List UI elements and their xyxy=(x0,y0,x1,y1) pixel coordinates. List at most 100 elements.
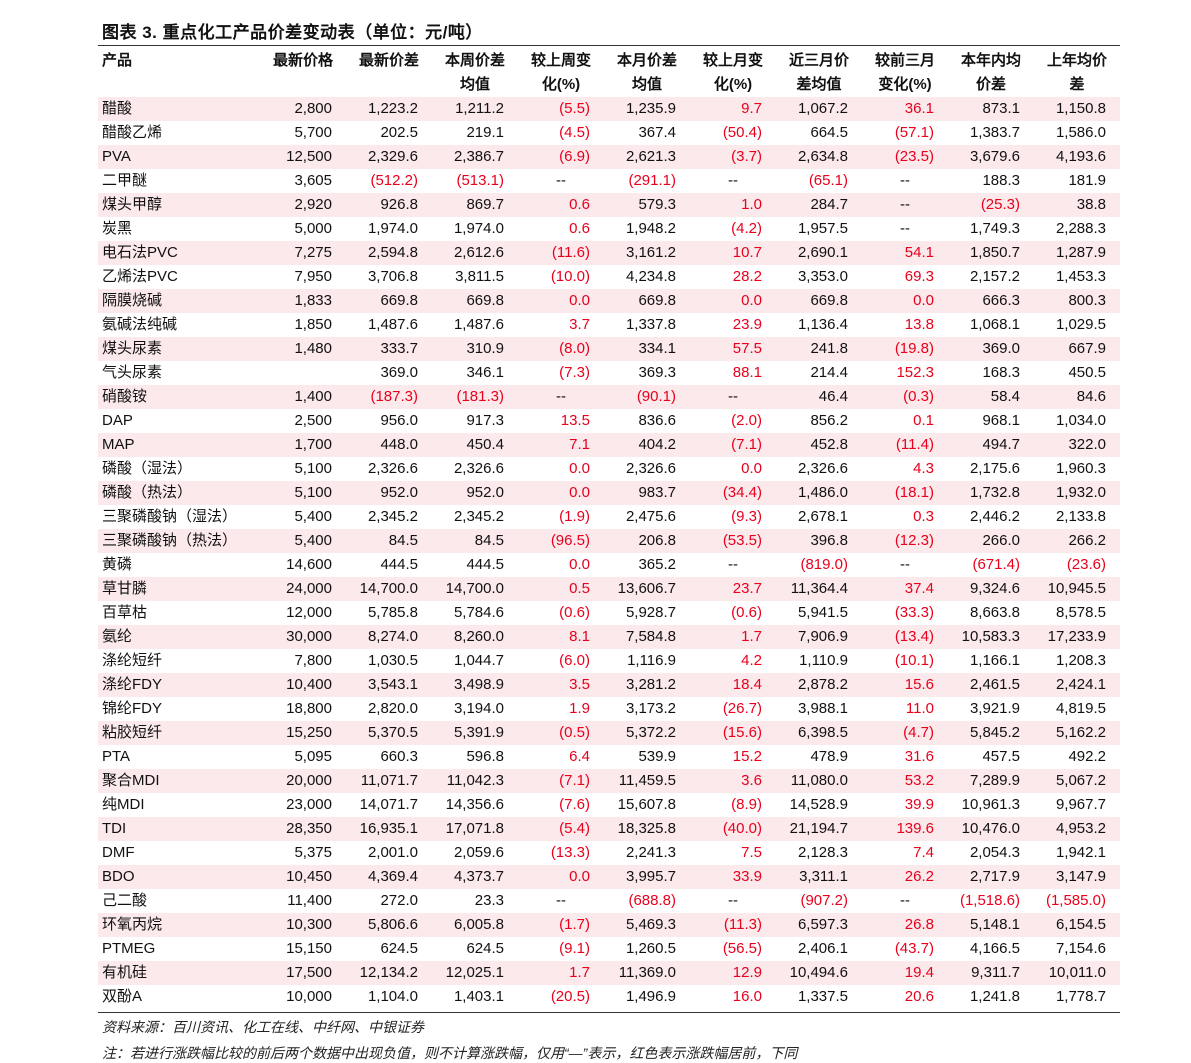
value-cell: (65.1) xyxy=(808,172,848,189)
product-name-cell: TDI xyxy=(98,817,260,841)
table-row: 煤头尿素 1,480 333.7 310.9 (8.0) 334.1 57.5 241.8 (1… xyxy=(98,337,1120,361)
value-cell: 5,700 xyxy=(294,124,332,141)
column-header: 较前三月 变化(%) xyxy=(862,49,948,97)
value-cell: 579.3 xyxy=(604,193,690,217)
value-cell: (907.2) xyxy=(800,892,848,909)
value-cell: 873.1 xyxy=(948,97,1034,121)
value-cell: 2,678.1 xyxy=(797,508,848,525)
value-cell: 0.0 xyxy=(741,460,762,477)
column-header: 最新价格 xyxy=(260,49,346,97)
product-name-cell: 二甲醚 xyxy=(102,172,148,189)
value-cell: (11.4) xyxy=(862,433,948,457)
value-cell: (19.8) xyxy=(862,337,948,361)
value-cell: 0.0 xyxy=(862,289,948,313)
value-cell: (181.3) xyxy=(432,385,518,409)
value-cell: 16,935.1 xyxy=(346,817,432,841)
column-header: 最新价差 xyxy=(346,49,432,97)
table-row: 氨碱法纯碱 1,850 1,487.6 1,487.6 3.7 1,337.8 23.9 1,… xyxy=(98,313,1120,337)
value-cell: 11,080.0 xyxy=(776,769,862,793)
value-cell: 284.7 xyxy=(776,193,862,217)
table-row: PVA 12,500 2,329.6 2,386.7 (6.9) 2,621.3 (3.7)… xyxy=(98,145,1120,169)
value-cell: 5,785.8 xyxy=(367,604,418,621)
value-cell: 39.9 xyxy=(904,796,934,813)
value-cell: 1,067.2 xyxy=(776,97,862,121)
value-cell: 5,469.3 xyxy=(604,913,690,937)
value-cell: (18.1) xyxy=(862,481,948,505)
table-row: 双酚A 10,000 1,104.0 1,403.1 (20.5) 1,496.9 16.0… xyxy=(98,985,1120,1009)
value-cell: 2,500 xyxy=(294,412,332,429)
value-cell: 10.7 xyxy=(690,241,776,265)
value-cell: 2,326.6 xyxy=(797,460,848,477)
value-cell: 1,700 xyxy=(260,433,346,457)
value-cell: 5,100 xyxy=(294,460,332,477)
value-cell: 266.2 xyxy=(1034,529,1120,553)
table-row: 环氧丙烷 10,300 5,806.6 6,005.8 (1.7) 5,469.3 (11.… xyxy=(98,913,1120,937)
value-cell: 23.3 xyxy=(474,892,504,909)
value-cell: 168.3 xyxy=(982,364,1020,381)
value-cell: 2,386.7 xyxy=(432,145,518,169)
value-cell: 5,806.6 xyxy=(346,913,432,937)
value-cell: (291.1) xyxy=(628,172,676,189)
value-cell: 9.7 xyxy=(690,97,776,121)
value-cell: 450.5 xyxy=(1068,364,1106,381)
value-cell: 1,260.5 xyxy=(625,940,676,957)
value-cell: (23.6) xyxy=(1066,556,1106,573)
value-cell: 23.7 xyxy=(690,577,776,601)
value-cell: (5.4) xyxy=(518,817,604,841)
product-name-cell: DMF xyxy=(102,844,135,861)
value-cell: 15,150 xyxy=(286,940,332,957)
product-name-cell: 三聚磷酸钠（湿法） xyxy=(102,508,238,525)
value-cell: 3,281.2 xyxy=(604,673,690,697)
table-row: 涤纶短纤 7,800 1,030.5 1,044.7 (6.0) 1,116.9 4.2 1,… xyxy=(98,649,1120,673)
product-name-cell: 有机硅 xyxy=(98,961,260,985)
value-cell: 13.5 xyxy=(560,412,590,429)
value-cell: 13.8 xyxy=(904,316,934,333)
value-cell: 1,833 xyxy=(260,289,346,313)
value-cell: 492.2 xyxy=(1068,748,1106,765)
value-cell: 14,528.9 xyxy=(789,796,848,813)
value-cell: 1,044.7 xyxy=(453,652,504,669)
value-cell: 37.4 xyxy=(862,577,948,601)
value-cell: (1.9) xyxy=(559,508,590,525)
value-cell: 23,000 xyxy=(286,796,332,813)
value-cell: 11,369.0 xyxy=(604,961,690,985)
column-header-line2: 化(%) xyxy=(713,76,753,93)
value-cell: 956.0 xyxy=(380,412,418,429)
value-cell: 10,400 xyxy=(260,673,346,697)
value-cell: -- xyxy=(556,172,566,189)
value-cell: 983.7 xyxy=(604,481,690,505)
value-cell: 5,067.2 xyxy=(1034,769,1120,793)
product-name-cell: BDO xyxy=(98,865,260,889)
value-cell: 8,663.8 xyxy=(969,604,1020,621)
table-row: 气头尿素 369.0 346.1 (7.3) 369.3 88.1 214.4 152.3 16… xyxy=(98,361,1120,385)
value-cell: 2,001.0 xyxy=(367,844,418,861)
value-cell: 4,193.6 xyxy=(1034,145,1120,169)
value-cell: 1,487.6 xyxy=(367,316,418,333)
value-cell: 4,819.5 xyxy=(1055,700,1106,717)
value-cell: 450.4 xyxy=(432,433,518,457)
column-header-line2 xyxy=(346,73,432,97)
value-cell: (12.3) xyxy=(862,529,948,553)
product-name-cell: MAP xyxy=(98,433,260,457)
value-cell: 1,942.1 xyxy=(1055,844,1106,861)
value-cell: 9,311.7 xyxy=(948,961,1034,985)
value-cell: 0.5 xyxy=(518,577,604,601)
value-cell: 6,398.5 xyxy=(776,721,862,745)
value-cell: (1,518.6) xyxy=(959,892,1020,909)
value-cell: 669.8 xyxy=(604,289,690,313)
value-cell: 241.8 xyxy=(776,337,862,361)
column-header-line2: 变化(%) xyxy=(878,76,932,93)
value-cell: 2,326.6 xyxy=(625,460,676,477)
value-cell: 1.7 xyxy=(690,625,776,649)
value-cell: 369.0 xyxy=(380,364,418,381)
table-row: DAP 2,500 956.0 917.3 13.5 836.6 (2.0) 856.2 0.1… xyxy=(98,409,1120,433)
value-cell: 2,175.6 xyxy=(969,460,1020,477)
product-name-cell: 磷酸（湿法） xyxy=(102,460,193,477)
product-name-cell: 隔膜烧碱 xyxy=(98,289,260,313)
value-cell: 12,134.2 xyxy=(346,961,432,985)
table-row: 聚合MDI 20,000 11,071.7 11,042.3 (7.1) 11,459.5… xyxy=(98,769,1120,793)
value-cell: 15,607.8 xyxy=(617,796,676,813)
value-cell: 1,235.9 xyxy=(604,97,690,121)
value-cell: 0.0 xyxy=(569,556,590,573)
value-cell: (7.1) xyxy=(518,769,604,793)
